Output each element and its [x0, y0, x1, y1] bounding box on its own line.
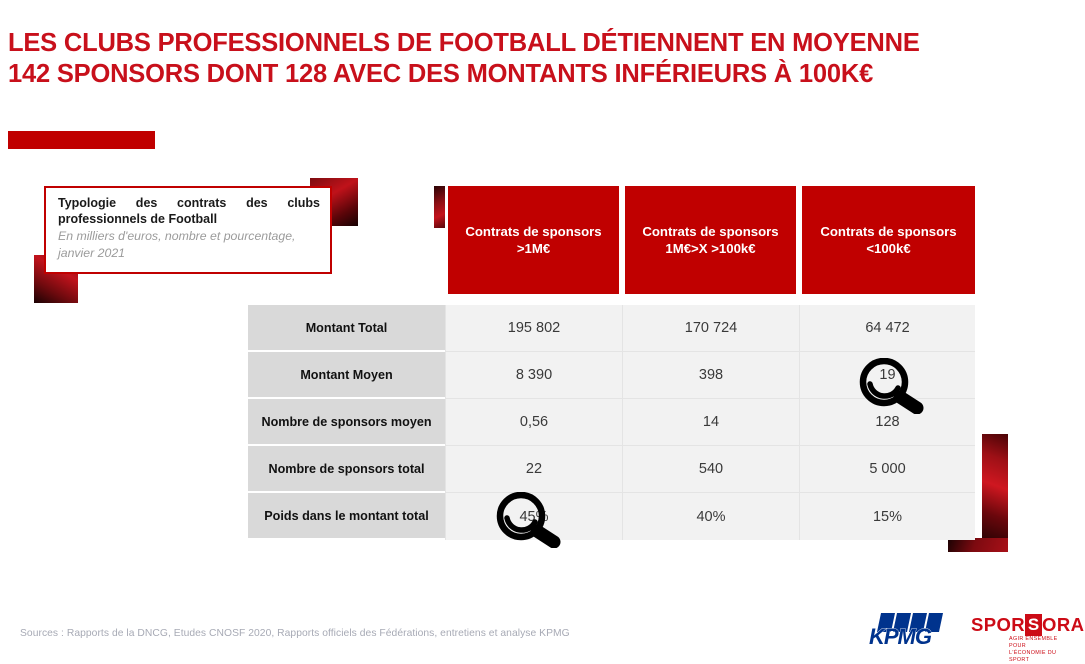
cell-nb-sponsors-total-above-1m: 22 [445, 446, 622, 493]
column-header-line1: Contrats de sponsors [820, 224, 957, 239]
column-header-line2: >1M€ [516, 241, 551, 256]
cell-nb-sponsors-total-below-100k: 5 000 [799, 446, 975, 493]
kpmg-wordmark: KPMG [869, 623, 933, 649]
cell-nb-sponsors-moyen-100k-1m: 14 [622, 399, 799, 446]
sporsora-prefix: SPOR [971, 613, 1026, 635]
sporsora-tagline: AGIR ENSEMBLE POUR L'ÉCONOMIE DU SPORT [1009, 635, 1058, 663]
sporsora-s-badge: S [1025, 613, 1043, 636]
table-row: Nombre de sponsors total 22 540 5 000 [248, 446, 975, 493]
table-gap-cell [622, 294, 799, 305]
cell-poids-above-1m: 45% [445, 493, 622, 540]
typology-box-inner: Typologie des contrats des clubs profess… [44, 186, 332, 274]
table-gap-cell [445, 294, 622, 305]
column-header-above-1m: Contrats de sponsors >1M€ [445, 186, 622, 294]
decorative-corner-bottom-right [948, 434, 1008, 552]
table-row: Montant Moyen 8 390 398 19 [248, 352, 975, 399]
column-header-line2: <100k€ [866, 241, 911, 256]
table-header-row: Contrats de sponsors >1M€ Contrats de sp… [248, 186, 975, 294]
title-accent-bar [8, 131, 155, 149]
cell-montant-moyen-below-100k: 19 [799, 352, 975, 399]
column-header-line2: 1M€>X >100k€ [665, 241, 756, 256]
row-label-montant-moyen: Montant Moyen [248, 352, 445, 399]
cell-montant-total-below-100k: 64 472 [799, 305, 975, 352]
cell-montant-total-above-1m: 195 802 [445, 305, 622, 352]
table-header-corner-spacer [248, 186, 445, 294]
cell-montant-total-100k-1m: 170 724 [622, 305, 799, 352]
decorative-corner-horizontal-bar [948, 538, 1008, 552]
cell-montant-moyen-100k-1m: 398 [622, 352, 799, 399]
sponsors-table-zone: Contrats de sponsors >1M€ Contrats de sp… [248, 186, 1008, 552]
kpmg-logo: KPMG [863, 609, 955, 651]
row-label-montant-total: Montant Total [248, 305, 445, 352]
typology-subtitle: En milliers d'euros, nombre et pourcenta… [58, 229, 296, 260]
cell-montant-moyen-above-1m: 8 390 [445, 352, 622, 399]
column-header-line1: Contrats de sponsors [465, 224, 602, 239]
column-header-below-100k: Contrats de sponsors <100k€ [799, 186, 975, 294]
sporsora-suffix: ORA [1042, 613, 1085, 635]
table-gap-cell [248, 294, 445, 305]
typology-legend-box: Typologie des contrats des clubs profess… [34, 178, 358, 303]
typology-title: Typologie des contrats des clubs profess… [58, 196, 320, 226]
table-gap-cell [799, 294, 975, 305]
sporsora-wordmark: SPOR S ORA [971, 613, 1085, 636]
cell-nb-sponsors-total-100k-1m: 540 [622, 446, 799, 493]
page-title: LES CLUBS PROFESSIONNELS DE FOOTBALL DÉT… [8, 29, 920, 88]
cell-nb-sponsors-moyen-above-1m: 0,56 [445, 399, 622, 446]
table-row: Poids dans le montant total 45% 40% 15% [248, 493, 975, 540]
sponsors-table: Contrats de sponsors >1M€ Contrats de sp… [248, 186, 975, 540]
sources-note: Sources : Rapports de la DNCG, Etudes CN… [20, 628, 570, 639]
column-header-line1: Contrats de sponsors [642, 224, 779, 239]
cell-poids-below-100k: 15% [799, 493, 975, 540]
footer-logos: KPMG SPOR S ORA AGIR ENSEMBLE POUR L'ÉCO… [863, 607, 1084, 663]
row-label-nombre-sponsors-moyen: Nombre de sponsors moyen [248, 399, 445, 446]
cell-poids-100k-1m: 40% [622, 493, 799, 540]
cell-nb-sponsors-moyen-below-100k: 128 [799, 399, 975, 446]
row-label-poids-montant-total: Poids dans le montant total [248, 493, 445, 540]
table-row: Nombre de sponsors moyen 0,56 14 128 [248, 399, 975, 446]
sporsora-logo: SPOR S ORA AGIR ENSEMBLE POUR L'ÉCONOMIE… [971, 609, 1084, 663]
decorative-corner-vertical-bar [982, 434, 1008, 552]
table-gap-row [248, 294, 975, 305]
row-label-nombre-sponsors-total: Nombre de sponsors total [248, 446, 445, 493]
table-row: Montant Total 195 802 170 724 64 472 [248, 305, 975, 352]
column-header-between-100k-1m: Contrats de sponsors 1M€>X >100k€ [622, 186, 799, 294]
